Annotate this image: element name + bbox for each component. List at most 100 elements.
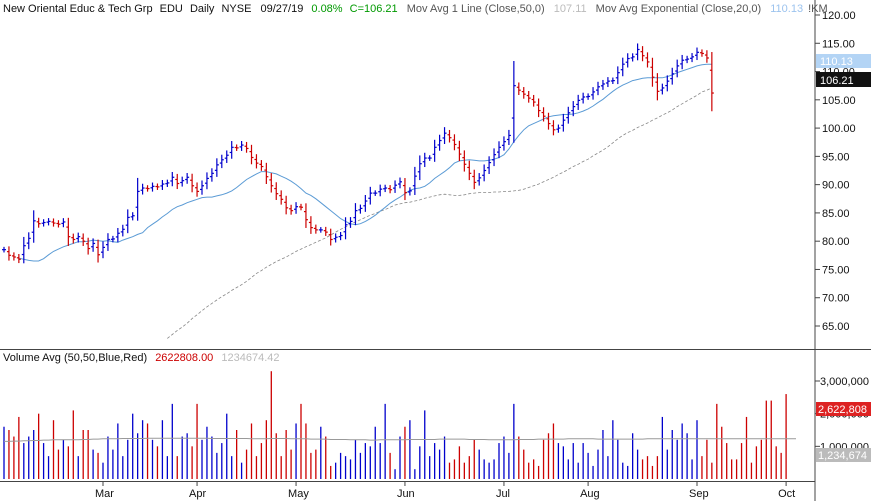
ohlc-bar	[541, 107, 546, 122]
ohlc-bar	[437, 134, 442, 151]
ohlc-bar	[279, 190, 284, 205]
ohlc-bar	[6, 246, 11, 261]
ohlc-bar	[269, 173, 274, 193]
ohlc-bar	[640, 46, 645, 62]
month-label: Aug	[580, 488, 600, 500]
ema-badge	[816, 54, 871, 68]
ohlc-bar	[521, 87, 526, 99]
ohlc-bar	[96, 239, 101, 263]
ohlc-bar	[501, 136, 506, 151]
ohlc-bar	[655, 73, 660, 101]
ohlc-bar	[66, 217, 71, 246]
close-badge-text: 106.21	[820, 75, 854, 87]
month-label: May	[288, 488, 309, 500]
ohlc-bar	[699, 49, 704, 57]
ohlc-bar	[160, 180, 165, 190]
ohlc-bar	[452, 134, 457, 151]
date: 09/27/19	[260, 3, 304, 15]
ohlc-bar	[447, 129, 452, 143]
ohlc-bar	[71, 233, 76, 244]
change-pct: 0.08%	[311, 3, 343, 15]
ohlc-bar	[704, 50, 709, 63]
ma-line-label: Mov Avg 1 Line (Close,50,0)	[406, 3, 545, 15]
ohlc-bar	[209, 168, 214, 182]
ohlc-bar	[115, 227, 120, 243]
ohlc-bar	[308, 216, 313, 234]
ohlc-bar	[21, 236, 26, 264]
ohlc-bar	[328, 228, 333, 246]
ohlc-bar	[353, 203, 358, 226]
month-label: Jun	[397, 488, 415, 500]
ohlc-bar	[482, 164, 487, 182]
ohlc-bar	[110, 235, 115, 243]
ohlc-bar	[477, 173, 482, 186]
chart-header: New Oriental Educ & Tech Grp EDU Daily N…	[3, 3, 828, 15]
ohlc-bar	[378, 184, 383, 197]
ma50-line	[167, 87, 713, 339]
ohlc-bar	[180, 176, 185, 187]
ma-line-value: 107.11	[553, 3, 587, 15]
ohlc-bar	[383, 184, 388, 193]
ohlc-bar	[105, 233, 110, 251]
ohlc-bar	[175, 173, 180, 190]
ohlc-bar	[605, 77, 610, 88]
volume-avg-line	[4, 437, 796, 442]
ohlc-bar	[497, 141, 501, 159]
ohlc-bar	[610, 77, 615, 85]
ohlc-bar	[185, 172, 190, 184]
ohlc-bar	[244, 141, 249, 153]
volume-header: Volume Avg (50,50,Blue,Red) 2622808.00 1…	[3, 352, 280, 364]
ohlc-bar	[86, 237, 91, 255]
ohlc-bar	[348, 217, 353, 228]
ohlc-bar	[615, 66, 620, 85]
ema-value: 110.13	[770, 3, 804, 15]
ohlc-bar	[101, 241, 105, 259]
ohlc-bar	[11, 252, 16, 261]
ohlc-bar	[333, 233, 338, 243]
ohlc-bar	[586, 93, 591, 100]
ohlc-bar	[91, 238, 96, 252]
ohlc-bar	[462, 150, 467, 172]
price-tick-label: 65.00	[822, 321, 850, 333]
ohlc-bar	[155, 183, 160, 190]
ohlc-bar	[323, 226, 328, 236]
month-label: Jul	[496, 488, 510, 500]
price-tick-label: 100.00	[822, 123, 856, 135]
ohlc-bar	[318, 227, 323, 233]
ohlc-bar	[571, 101, 576, 117]
ohlc-bar	[402, 178, 407, 201]
volume-avg-badge	[816, 448, 871, 462]
ema20-line	[18, 63, 712, 262]
ohlc-bar	[224, 150, 229, 163]
ohlc-bar	[219, 154, 224, 169]
ohlc-bar	[303, 203, 308, 228]
period: Daily	[189, 3, 215, 15]
ohlc-bar	[492, 148, 497, 167]
ohlc-bar	[561, 113, 566, 132]
ohlc-bar	[407, 187, 412, 196]
price-tick-label: 75.00	[822, 264, 850, 276]
ohlc-bar	[145, 185, 150, 192]
price-tick-label: 85.00	[822, 208, 850, 220]
ohlc-bar	[214, 158, 219, 177]
price-tick-label: 95.00	[822, 151, 850, 163]
volume-avg-badge-text: 1,234,674	[818, 450, 867, 462]
ohlc-bar	[630, 53, 635, 62]
month-label: Mar	[95, 488, 114, 500]
ohlc-bar	[239, 141, 244, 151]
price-tick-label: 90.00	[822, 180, 850, 192]
ohlc-bar	[81, 233, 86, 246]
ohlc-bar	[625, 53, 630, 68]
ohlc-bar	[358, 204, 363, 214]
volume-avg-value: 1234674.42	[221, 352, 280, 364]
ohlc-bar	[685, 55, 690, 64]
ohlc-bar	[472, 169, 477, 190]
ohlc-bar	[660, 83, 665, 95]
close-value: C=106.21	[349, 3, 398, 15]
ohlc-bar	[41, 219, 46, 227]
ohlc-bar	[140, 183, 145, 195]
ohlc-bar	[432, 139, 437, 162]
ohlc-bar	[150, 182, 155, 192]
ohlc-bar	[695, 47, 699, 61]
close-badge	[816, 72, 871, 87]
